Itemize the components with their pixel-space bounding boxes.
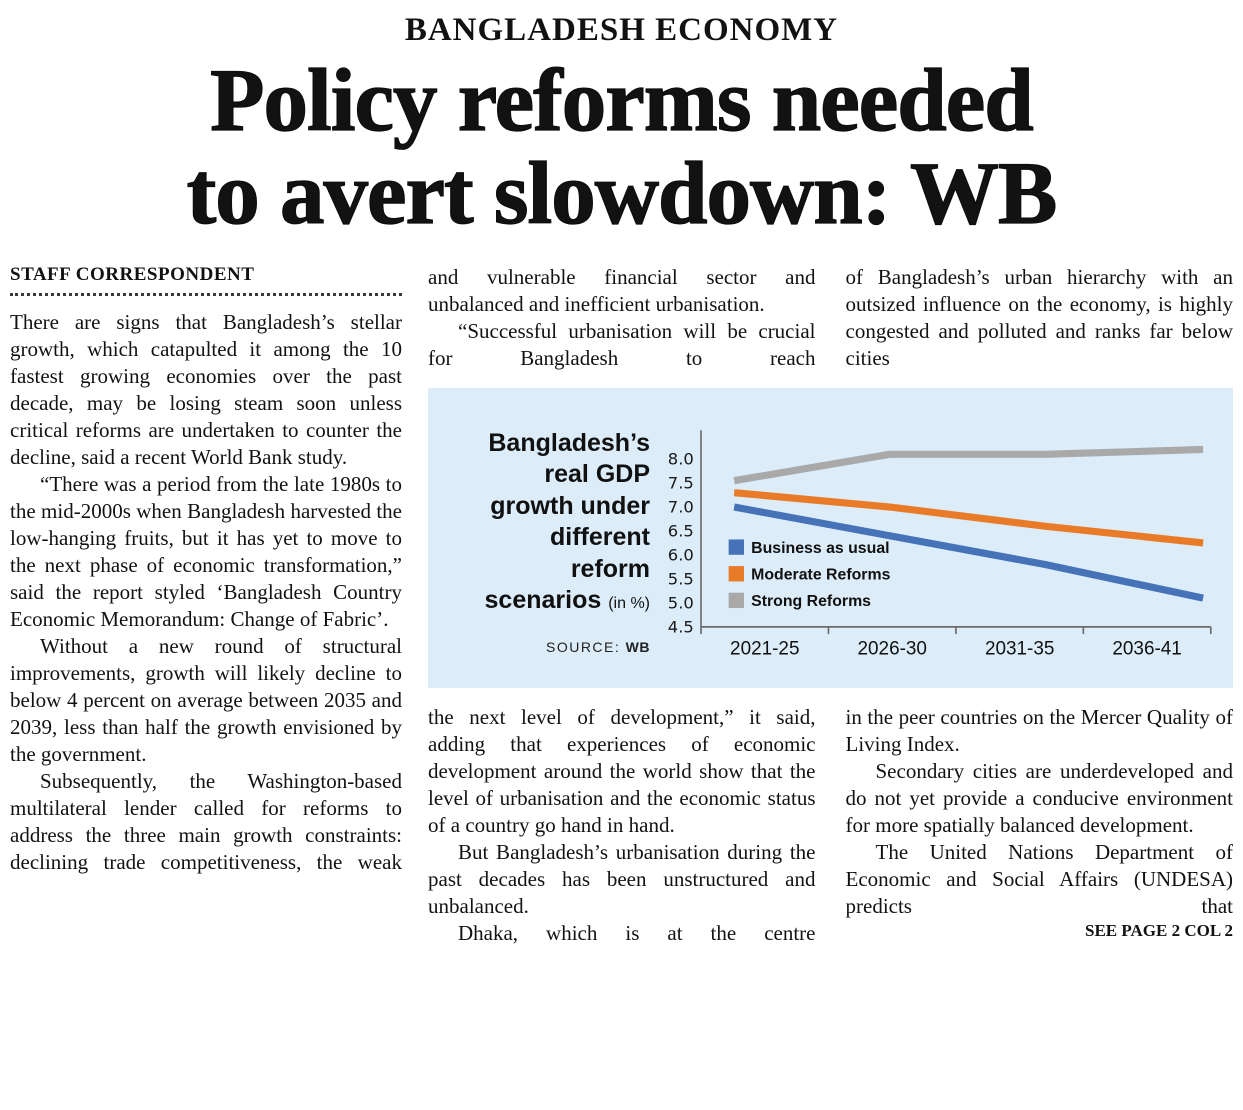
column-3-top-text: of Bangladesh’s urban hierarchy with an … xyxy=(846,264,1234,372)
y-tick-label: 6.0 xyxy=(668,546,694,565)
section-kicker: BANGLADESH ECONOMY xyxy=(404,12,839,48)
bottom-text-row: the next level of development,” it said,… xyxy=(428,704,1233,947)
byline: STAFF CORRESPONDENT xyxy=(10,263,255,285)
y-tick-label: 5.5 xyxy=(668,569,694,588)
y-tick-label: 7.0 xyxy=(668,498,694,517)
y-tick-label: 7.5 xyxy=(668,474,694,493)
chart-title-block: Bangladesh’s real GDP growth under diffe… xyxy=(428,416,650,674)
legend-swatch xyxy=(728,592,744,608)
paragraph: Subsequently, the Washington-based multi… xyxy=(10,768,402,874)
chart-source-label: SOURCE: xyxy=(545,638,621,655)
headline: Policy reforms needed to avert slowdown:… xyxy=(186,52,1058,244)
paragraph: Secondary cities are underdeveloped and … xyxy=(845,758,1234,837)
series-line-business-as-usual xyxy=(733,503,1204,602)
x-tick-label: 2026-30 xyxy=(858,638,927,659)
paragraph: Without a new round of structural improv… xyxy=(10,633,402,766)
x-tick-label: 2021-25 xyxy=(730,638,799,659)
column-1: STAFF CORRESPONDENT There are signs that… xyxy=(10,264,402,947)
paragraph: “There was a period from the late 1980s … xyxy=(10,471,402,631)
paragraph: But Bangladesh’s urbanisation during the… xyxy=(428,839,816,918)
newspaper-page: BANGLADESH ECONOMY Policy reforms needed… xyxy=(10,12,1233,947)
top-text-row: and vulnerable financial sector and unba… xyxy=(428,264,1233,372)
paragraph: Dhaka, which is at the centre xyxy=(458,920,816,945)
column-3-bottom-text: in the peer countries on the Mercer Qual… xyxy=(846,704,1234,920)
paragraph: and vulnerable financial sector and unba… xyxy=(428,264,816,316)
chart-title-unit: (in %) xyxy=(608,595,650,613)
column-2-bottom-text: the next level of development,” it said,… xyxy=(428,704,816,947)
legend-swatch xyxy=(728,539,744,555)
chart-source-value: WB xyxy=(625,638,650,655)
columns-2-3-region: and vulnerable financial sector and unba… xyxy=(428,264,1233,947)
paragraph: “Successful urbanisation will be crucial… xyxy=(428,318,816,370)
column-3-bottom: in the peer countries on the Mercer Qual… xyxy=(846,704,1234,947)
masthead: BANGLADESH ECONOMY Policy reforms needed… xyxy=(10,12,1233,242)
y-tick-label: 5.0 xyxy=(668,593,694,612)
column-1-text: There are signs that Bangladesh’s stella… xyxy=(10,309,402,876)
paragraph: of Bangladesh’s urban hierarchy with an … xyxy=(845,264,1234,370)
paragraph: in the peer countries on the Mercer Qual… xyxy=(845,704,1234,756)
article-body: STAFF CORRESPONDENT There are signs that… xyxy=(10,262,1233,947)
paragraph: the next level of development,” it said,… xyxy=(428,704,816,837)
chart-source: SOURCE: WB xyxy=(546,639,650,655)
series-line-moderate-reforms xyxy=(733,488,1204,547)
chart-legend: Business as usual Moderate Reforms Strong … xyxy=(728,539,891,610)
x-tick-label: 2036-41 xyxy=(1112,638,1181,659)
y-tick-label: 6.5 xyxy=(668,521,694,540)
gdp-line-chart-svg: 4.5 5.0 5.5 6.0 6.5 7.0 7.5 8.0 2021-25 2026-30 20… xyxy=(668,430,1212,659)
x-tick-label: 2031-35 xyxy=(985,638,1054,659)
chart-title-last-word: scenarios xyxy=(484,586,602,615)
byline-divider xyxy=(10,292,402,296)
column-2-top-text: and vulnerable financial sector and unba… xyxy=(428,264,816,372)
jump-line: SEE PAGE 2 COL 2 xyxy=(1085,920,1233,940)
y-tick-label: 4.5 xyxy=(668,617,694,636)
series-line-strong-reforms xyxy=(733,445,1204,485)
legend-label: Business as usual xyxy=(751,540,889,557)
chart-plot-area: 4.5 5.0 5.5 6.0 6.5 7.0 7.5 8.0 2021-25 2026-30 20… xyxy=(650,416,1219,674)
y-tick-label: 8.0 xyxy=(668,450,694,469)
chart-title: Bangladesh’s real GDP growth under diffe… xyxy=(485,428,650,617)
legend-swatch xyxy=(728,565,744,582)
chart-title-lastline: scenarios (in %) xyxy=(485,586,650,614)
paragraph: The United Nations Department of Economi… xyxy=(845,839,1234,918)
legend-label: Strong Reforms xyxy=(751,593,871,610)
chart-title-main: Bangladesh’s real GDP growth under diffe… xyxy=(488,428,650,583)
gdp-chart: Bangladesh’s real GDP growth under diffe… xyxy=(428,387,1233,688)
paragraph: There are signs that Bangladesh’s stella… xyxy=(10,309,402,469)
legend-label: Moderate Reforms xyxy=(751,566,890,583)
